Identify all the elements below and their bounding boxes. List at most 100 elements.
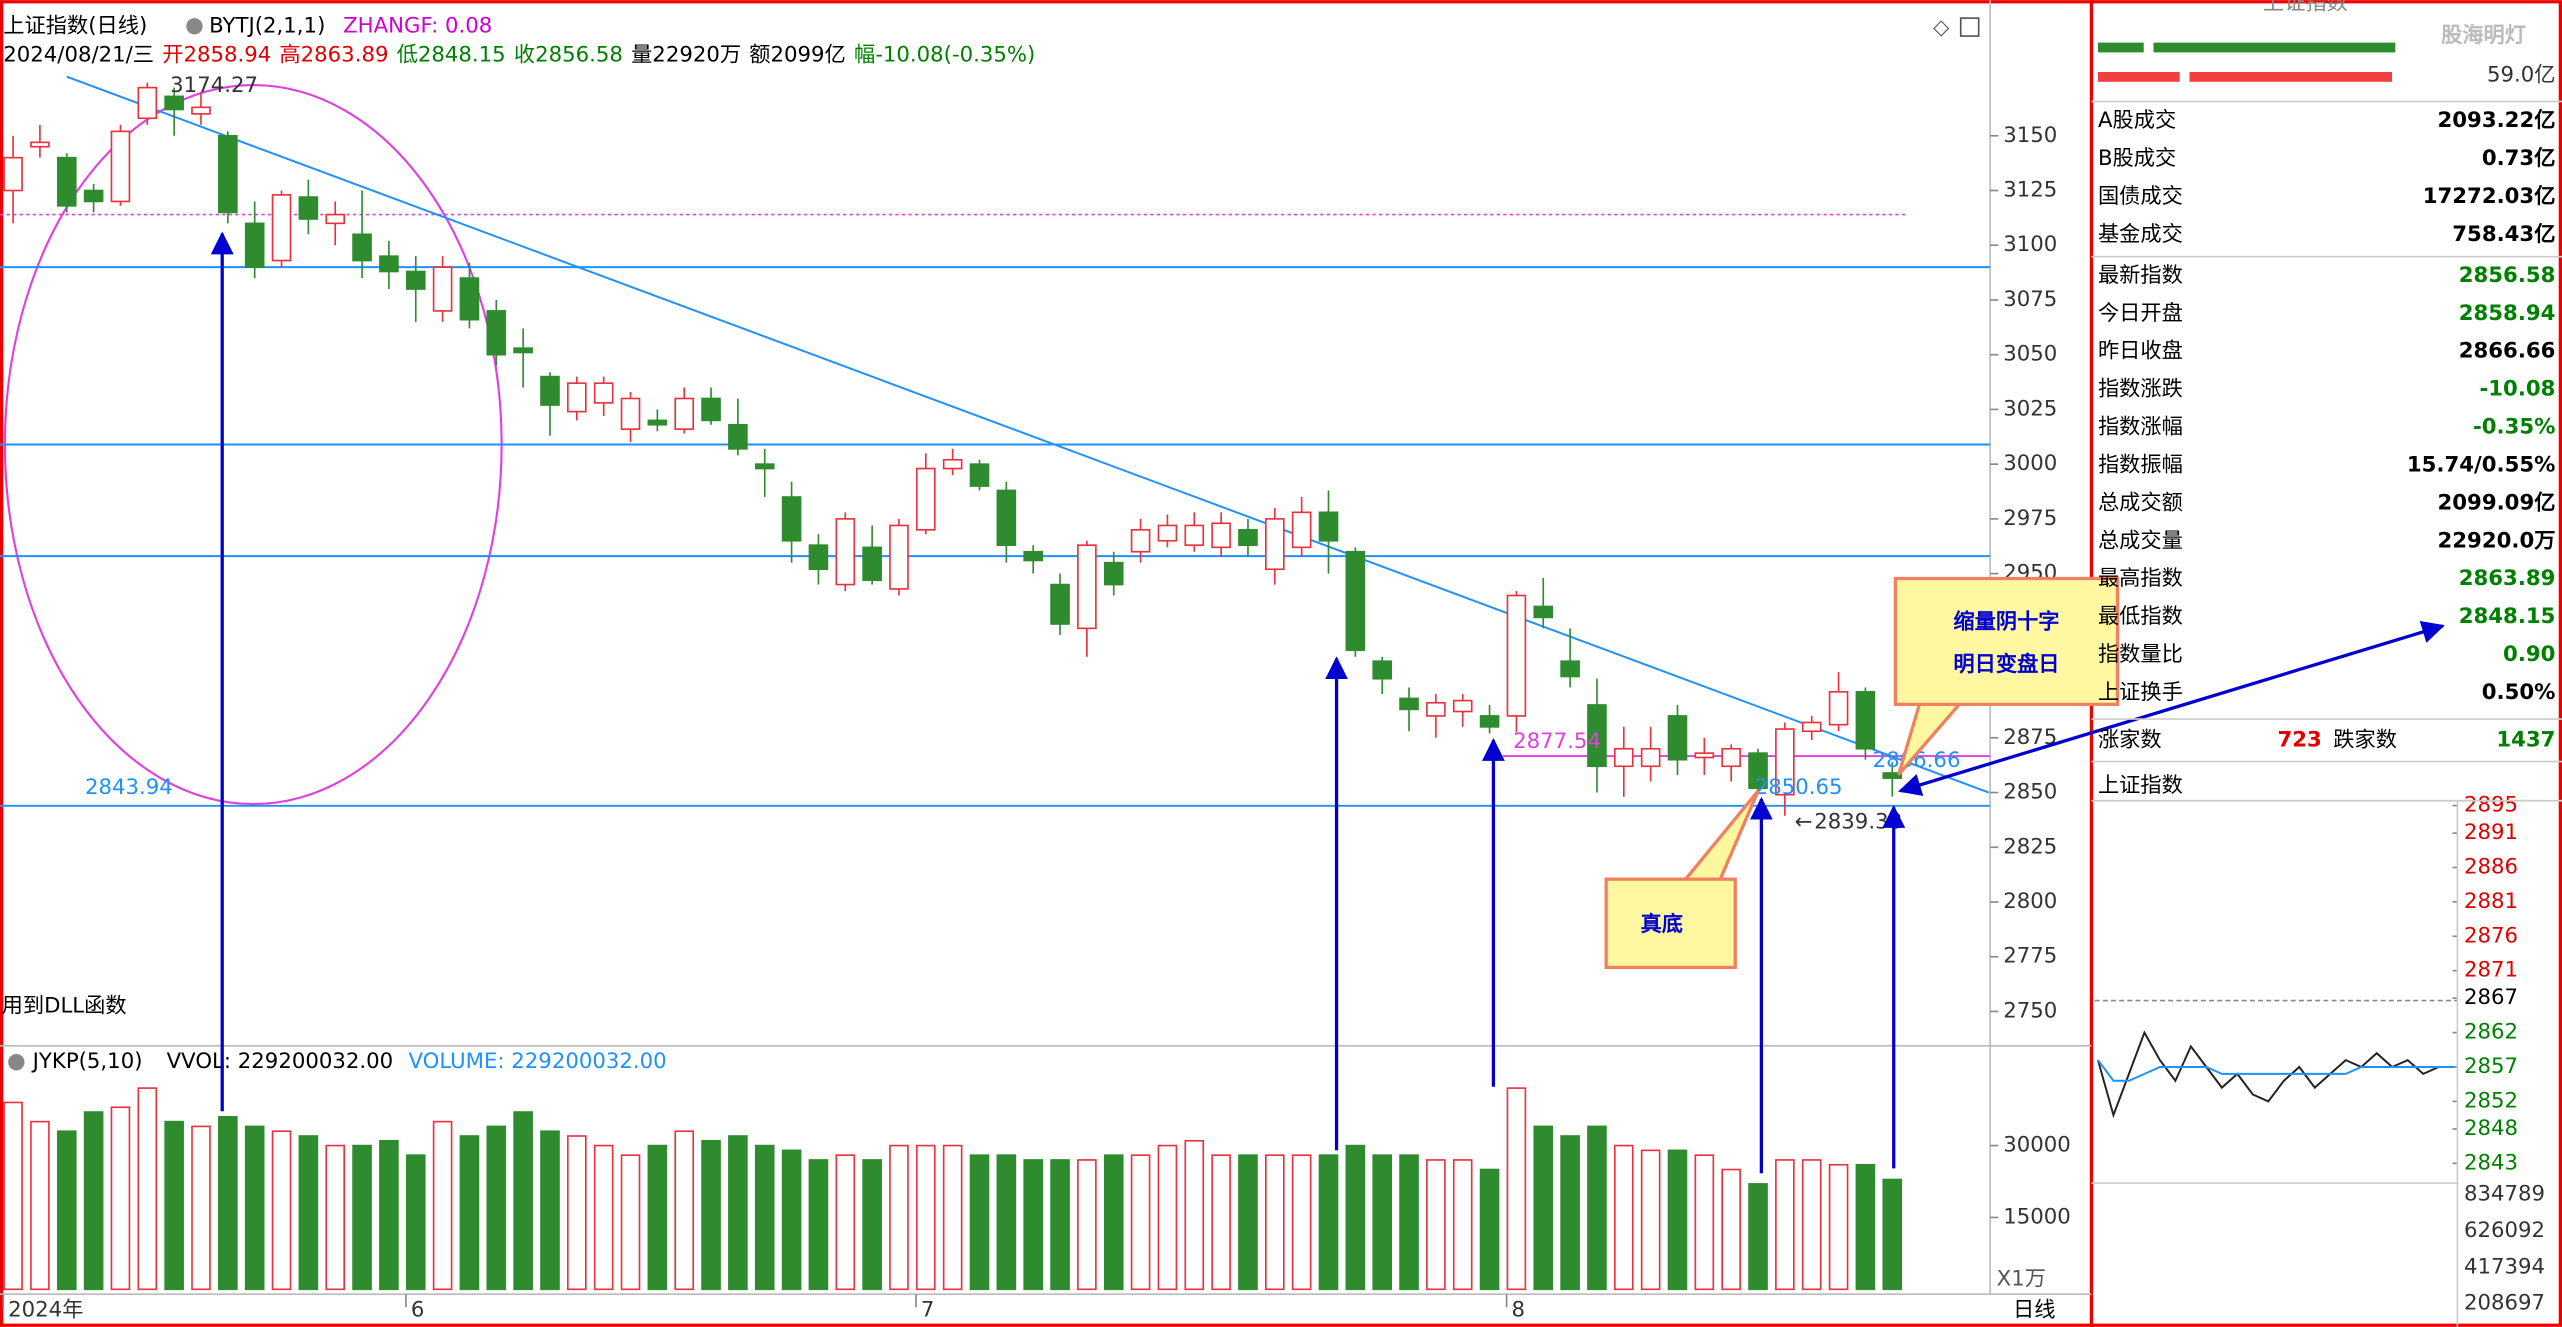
candle-body [1238, 529, 1258, 546]
row-value: 0.90 [2503, 642, 2555, 667]
y-tick-label: 3125 [2003, 178, 2057, 203]
volume-bar [781, 1149, 802, 1291]
volume-bar [432, 1120, 453, 1291]
volume-bar [1801, 1159, 1822, 1291]
candle-body [1613, 747, 1634, 768]
info-part: 额2099亿 [749, 43, 846, 68]
candle-body [1694, 752, 1715, 759]
candle-body [916, 467, 936, 531]
row-label: 指数振幅 [2098, 452, 2183, 477]
candle-body [486, 310, 507, 356]
candle-body [379, 255, 399, 273]
volume-bar [1533, 1125, 1554, 1291]
row-label: 国债成交 [2098, 184, 2183, 209]
candle-body [1426, 701, 1446, 717]
row-value: 2866.66 [2459, 339, 2556, 364]
candle-body [889, 524, 909, 590]
price-label: 2877.54 [1513, 729, 1601, 754]
candle-body [1184, 524, 1205, 546]
info-part: 高2863.89 [279, 43, 388, 68]
bar [2189, 72, 2393, 82]
arrow [1898, 620, 2445, 796]
row-value: 2856.58 [2459, 263, 2556, 288]
candle-body [808, 544, 829, 571]
volume-bar [244, 1125, 265, 1291]
row-label: B股成交 [2098, 146, 2176, 171]
volume-bar [1238, 1154, 1258, 1291]
up-label: 涨家数 [2098, 727, 2162, 752]
candle-body [1130, 529, 1151, 553]
row-label: 昨日收盘 [2098, 339, 2183, 364]
candle-body [593, 382, 614, 404]
volume-unit: X1万 [1997, 1266, 2046, 1291]
volume-bar [325, 1144, 346, 1291]
candle-body [1023, 550, 1044, 562]
title: 上证指数(日线) [3, 13, 147, 38]
candle-body [674, 397, 695, 430]
candle-body [620, 397, 641, 430]
volume-bar [916, 1144, 936, 1291]
volume-bar [1130, 1154, 1151, 1291]
y-tick-label: 2876 [2464, 923, 2518, 948]
info-part: 2024/08/21/三 [3, 43, 154, 68]
volume-bar [647, 1144, 668, 1291]
row-value: 15.74/0.55% [2407, 452, 2556, 477]
candle-body [1533, 605, 1554, 619]
icon [8, 1054, 25, 1071]
info-part: 幅-10.08(-0.35%) [854, 43, 1035, 68]
row-label: 最低指数 [2098, 604, 2183, 629]
candle-body [405, 270, 426, 290]
candle-body [218, 134, 238, 214]
candle-body [1855, 691, 1876, 750]
candle-body [137, 86, 158, 120]
volume-bar [164, 1120, 184, 1291]
volume-bar [969, 1154, 990, 1291]
candle-body [1452, 699, 1473, 713]
trendline [66, 75, 1990, 794]
row-label: 指数涨跌 [2098, 377, 2183, 402]
volume-bar [1694, 1154, 1715, 1291]
volume-bar [352, 1144, 372, 1291]
y-tick-label: 834789 [2464, 1182, 2545, 1207]
info-part: 收2856.58 [514, 43, 623, 68]
arrows [210, 231, 2445, 1174]
y-tick-label: 3025 [2003, 396, 2057, 421]
candle-body [110, 130, 131, 203]
y-tick-label: 2895 [2464, 793, 2518, 818]
candle-body [1667, 715, 1688, 761]
candle-body [1211, 522, 1231, 549]
up-count: 723 [2277, 727, 2321, 752]
volume-bar [1748, 1183, 1768, 1291]
volume-bar [83, 1111, 104, 1291]
y-tick-label: 2800 [2003, 889, 2057, 914]
arrow-glyph: ← [1795, 809, 1813, 834]
candle-body [1506, 594, 1527, 717]
mini-line [2097, 1030, 2455, 1119]
volume-bar [218, 1116, 238, 1291]
bar [2097, 72, 2180, 82]
volume-bar [1399, 1154, 1419, 1291]
volume-bar [1855, 1163, 1876, 1291]
volume-bar [1426, 1159, 1446, 1291]
volume-bar [1345, 1144, 1366, 1291]
candle-body [56, 156, 77, 207]
down-count: 1437 [2496, 727, 2555, 752]
volume-bar [1211, 1154, 1231, 1291]
candle-body [862, 546, 882, 582]
callout [1893, 576, 2120, 706]
candle-body [996, 489, 1017, 546]
icon [1959, 17, 1980, 37]
y-tick-label: 2867 [2464, 985, 2518, 1010]
volume-bar [1372, 1154, 1392, 1291]
volume-bar [1721, 1168, 1741, 1291]
volume-bar [110, 1106, 131, 1291]
candle-body [1640, 747, 1661, 768]
candle-body [1157, 524, 1178, 542]
row-label: 今日开盘 [2098, 301, 2183, 326]
row-label: A股成交 [2098, 108, 2176, 133]
plot: 2750277528002825285028752900292529502975… [0, 73, 2545, 1323]
candle-body [835, 518, 856, 586]
candle-body [567, 382, 587, 413]
y-tick-label: 208697 [2464, 1291, 2545, 1316]
volume-bar [1506, 1087, 1527, 1291]
